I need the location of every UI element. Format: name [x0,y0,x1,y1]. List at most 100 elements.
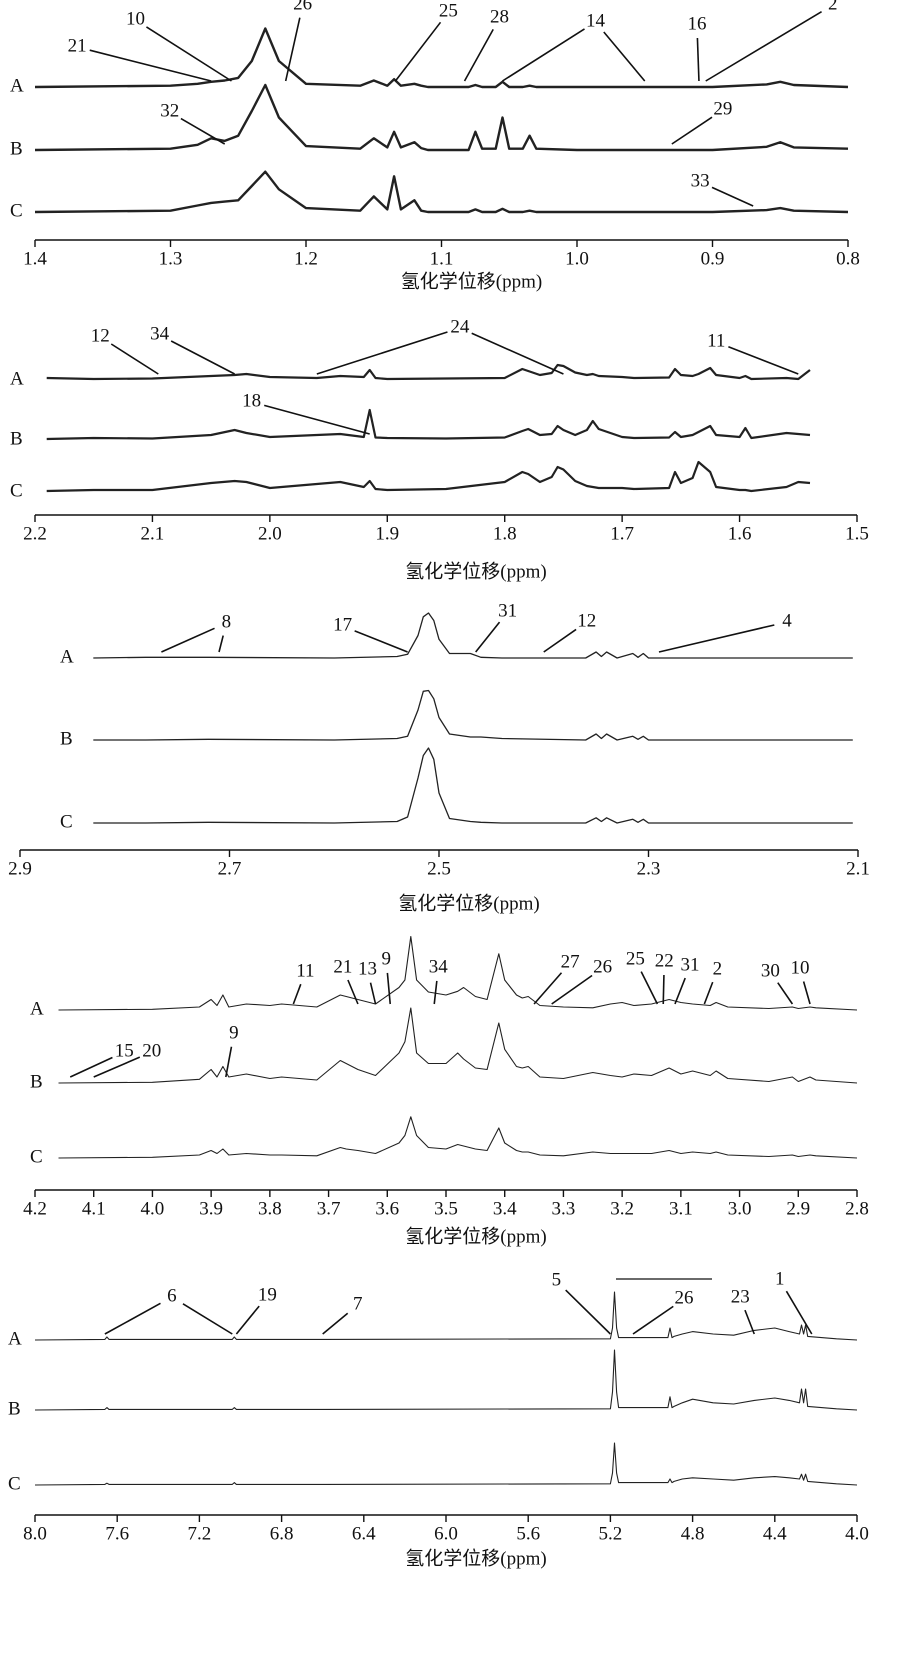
annotation-leader [354,630,408,653]
spectrum-trace [93,747,853,824]
annotation-leader [471,332,564,375]
x-tick-label: 2.0 [258,523,282,544]
x-tick-label: 6.4 [352,1523,376,1544]
annotation-leader [369,982,377,1005]
x-tick-label: 1.8 [493,523,517,544]
annotation-label: 6 [167,1285,177,1306]
annotation-label: 21 [333,956,352,977]
annotation-leader [785,1290,813,1335]
x-tick-label: 2.3 [637,858,661,879]
annotation-label: 33 [691,170,710,191]
annotation-label: 12 [577,610,596,631]
trace-name: B [10,138,23,159]
annotation-leader [161,627,215,653]
spectrum-trace [58,1116,858,1159]
annotation-label: 32 [160,100,179,121]
annotation-leader [292,983,302,1005]
x-tick-label: 7.6 [105,1523,129,1544]
annotation-label: 13 [358,958,377,979]
annotation-label: 25 [626,948,645,969]
x-tick-label: 3.1 [669,1198,693,1219]
annotation-leader [347,979,359,1005]
x-tick-label: 1.3 [159,248,183,269]
x-tick-label: 8.0 [23,1523,47,1544]
trace-name: C [10,200,23,221]
annotation-label: 34 [150,323,170,344]
trace-name: C [8,1473,21,1494]
annotation-leader [674,977,686,1005]
x-tick-label: 3.3 [552,1198,576,1219]
annotation-label: 26 [593,956,612,977]
annotation-label: 16 [687,13,706,34]
annotation-label: 14 [586,10,606,31]
annotation-label: 25 [439,0,458,21]
annotation-leader [658,624,775,653]
x-tick-label: 4.1 [82,1198,106,1219]
annotation-leader [463,28,494,82]
x-tick-label: 1.1 [430,248,454,269]
x-tick-label: 1.2 [294,248,318,269]
x-tick-label: 5.6 [516,1523,540,1544]
annotation-label: 29 [713,98,732,119]
annotation-leader [110,343,159,375]
trace-name: B [10,428,23,449]
annotation-label: 12 [91,325,110,346]
x-tick-label: 3.8 [258,1198,282,1219]
x-tick-label: 7.2 [188,1523,212,1544]
x-tick-label: 2.9 [786,1198,810,1219]
annotation-label: 5 [552,1269,562,1290]
annotation-label: 10 [126,8,145,29]
annotation-leader [170,340,235,375]
annotation-leader [551,974,593,1005]
x-tick-label: 1.5 [845,523,869,544]
annotation-label: 20 [142,1040,161,1061]
annotation-leader [386,972,392,1005]
x-tick-label: 3.6 [375,1198,399,1219]
x-axis-label: 氢化学位移(ppm) [401,270,542,292]
annotation-label: 27 [561,951,580,972]
x-tick-label: 5.2 [599,1523,623,1544]
spectrum-trace [34,170,849,214]
annotation-label: 2 [713,958,723,979]
annotation-leader [69,1056,113,1078]
spectrum-trace [93,612,853,659]
annotation-leader [284,17,301,82]
annotation-leader [696,37,700,82]
annotation-leader [632,1305,674,1335]
annotation-label: 2 [828,0,838,14]
spectrum-trace [58,1007,858,1084]
annotation-label: 23 [731,1286,750,1307]
trace-name: A [30,998,44,1019]
annotation-label: 26 [293,0,312,14]
annotation-leader [322,1312,349,1335]
annotation-label: 21 [68,35,87,56]
annotation-label: 17 [333,614,352,635]
annotation-leader [264,404,370,435]
annotation-label: 18 [242,390,261,411]
x-tick-label: 3.2 [610,1198,634,1219]
trace-name: A [10,368,24,389]
x-axis-label: 氢化学位移(ppm) [405,1225,546,1247]
annotation-label: 28 [490,6,509,27]
annotation-leader [316,331,448,375]
annotation-label: 8 [222,611,232,632]
x-tick-label: 3.4 [493,1198,517,1219]
trace-name: A [60,646,74,667]
x-tick-label: 1.9 [375,523,399,544]
x-tick-label: 4.0 [141,1198,165,1219]
spectrum-trace [46,408,811,441]
annotation-leader [777,982,794,1005]
x-tick-label: 4.4 [763,1523,787,1544]
x-tick-label: 1.4 [23,248,47,269]
annotation-leader [146,26,232,82]
annotation-leader [671,116,713,145]
annotation-leader [640,971,659,1005]
annotation-label: 11 [707,330,725,351]
annotation-leader [218,635,224,653]
x-tick-label: 3.9 [199,1198,223,1219]
spectrum-trace [34,83,849,152]
annotation-leader [802,981,811,1005]
annotation-leader [533,972,563,1005]
x-tick-label: 4.0 [845,1523,869,1544]
